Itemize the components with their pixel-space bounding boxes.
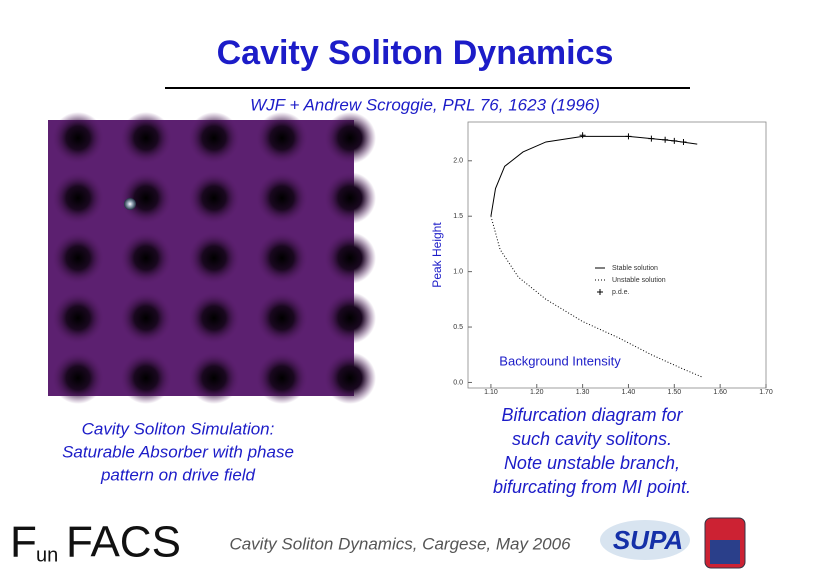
caption-line: pattern on drive field [100, 465, 256, 484]
legend-label: Stable solution [612, 265, 658, 272]
caption-line: Bifurcation diagram for [501, 405, 683, 425]
pattern-spot [256, 292, 308, 344]
x-tick-label: 1.70 [759, 389, 773, 396]
caption-line: Note unstable branch, [504, 453, 680, 473]
y-tick-label: 1.5 [453, 213, 463, 220]
legend-label: Unstable solution [612, 277, 666, 284]
soliton [124, 198, 136, 210]
pattern-spot [324, 112, 376, 164]
pattern-spot [324, 172, 376, 224]
caption-line: such cavity solitons. [512, 429, 672, 449]
pattern-spot [188, 232, 240, 284]
pattern-spot [324, 232, 376, 284]
x-tick-label: 1.20 [530, 389, 544, 396]
line-series [490, 135, 698, 217]
supa-logo: SUPA [600, 517, 746, 569]
pattern-spot [120, 292, 172, 344]
y-axis-label: Peak Height [430, 222, 444, 288]
pattern-spot [52, 292, 104, 344]
pde-point [662, 136, 669, 143]
x-tick-label: 1.60 [713, 389, 727, 396]
pattern-spot [120, 112, 172, 164]
slide-title: Cavity Soliton Dynamics [217, 34, 614, 72]
logo-part: F [10, 518, 37, 567]
y-tick-label: 0.5 [453, 324, 463, 331]
pattern-spot [52, 232, 104, 284]
pattern-spot [188, 292, 240, 344]
x-tick-label: 1.10 [484, 389, 498, 396]
line-series [490, 216, 703, 378]
x-tick-label: 1.30 [576, 389, 590, 396]
pattern-spot [188, 172, 240, 224]
pattern-spot [256, 112, 308, 164]
y-tick-label: 2.0 [453, 158, 463, 165]
pattern-spot [256, 352, 308, 404]
plot-frame [467, 121, 767, 389]
pattern-spot [120, 232, 172, 284]
pattern-spot [256, 232, 308, 284]
pattern-spot [52, 112, 104, 164]
chart: 1.10 1.20 1.30 1.40 1.50 1.60 1.70 0.0 0.5 1.0 1.5… [430, 121, 773, 396]
y-tick-label: 1.0 [453, 268, 463, 275]
footer: Cavity Soliton Dynamics, Cargese, May 20… [229, 534, 571, 553]
pattern-spot [120, 352, 172, 404]
logo-part: un [36, 544, 58, 566]
pde-point [648, 135, 655, 142]
pattern-spot [256, 172, 308, 224]
pattern-spot [52, 172, 104, 224]
y-tick-label: 0.0 [453, 379, 463, 386]
logo-part: FACS [66, 518, 181, 567]
caption-line: Saturable Absorber with phase [62, 442, 294, 461]
pattern-spot [324, 352, 376, 404]
logo-swoosh [600, 520, 690, 560]
pattern-spot [52, 352, 104, 404]
legend-swatch [597, 289, 603, 295]
caption-line: bifurcating from MI point. [493, 477, 691, 497]
funfacs-logo: F un FACS [10, 518, 181, 567]
pde-point [579, 132, 586, 139]
pattern-spot [188, 112, 240, 164]
caption-line: Cavity Soliton Simulation: [82, 419, 275, 438]
x-axis-label: Background Intensity [499, 353, 621, 368]
pde-point [671, 137, 678, 144]
logo-text: SUPA [613, 525, 683, 555]
simulation-image [48, 112, 376, 404]
pattern-spot [188, 352, 240, 404]
pde-point [680, 138, 687, 145]
legend-label: p.d.e. [612, 289, 630, 296]
pattern-spot [120, 172, 172, 224]
pde-point [625, 133, 632, 140]
x-tick-label: 1.40 [622, 389, 636, 396]
crest [710, 540, 740, 564]
citation: WJF + Andrew Scroggie, PRL 76, 1623 (199… [250, 95, 600, 114]
x-tick-label: 1.50 [667, 389, 681, 396]
pattern-spot [324, 292, 376, 344]
